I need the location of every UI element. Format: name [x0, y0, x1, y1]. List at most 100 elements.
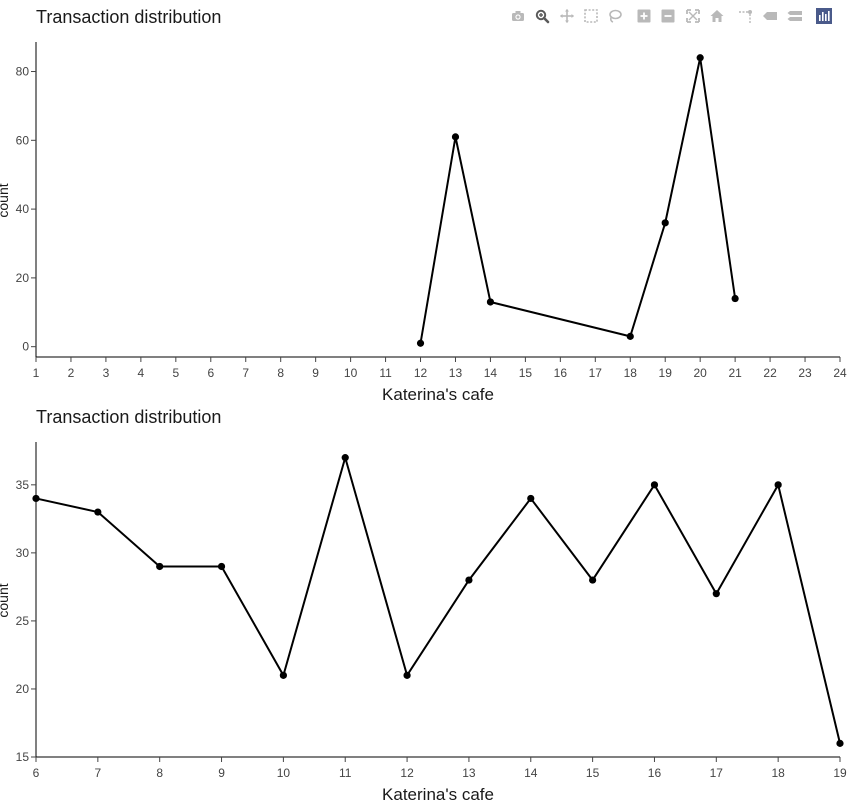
- x-tick-label: 12: [400, 766, 414, 780]
- reset-axes-button[interactable]: [707, 6, 727, 26]
- spike-lines-button[interactable]: [736, 6, 756, 26]
- modebar: [508, 6, 838, 26]
- y-axis-title: count: [0, 583, 11, 617]
- chart-2: Transaction distribution 15 20 25 30 35 6 7 8 9 10…: [0, 400, 861, 800]
- data-point[interactable]: [94, 508, 102, 516]
- data-point[interactable]: [32, 494, 40, 503]
- autoscale-button[interactable]: [683, 6, 703, 26]
- x-tick-label: 8: [156, 766, 163, 780]
- x-tick-label: 10: [277, 766, 291, 780]
- chart-title: Transaction distribution: [36, 407, 221, 427]
- data-point[interactable]: [465, 576, 473, 584]
- x-tick-label: 23: [798, 366, 812, 380]
- x-tick-label: 21: [728, 366, 742, 380]
- x-tick-label: 11: [339, 766, 352, 780]
- y-tick-label: 25: [16, 614, 30, 628]
- data-point[interactable]: [416, 339, 425, 347]
- x-tick-label: 10: [344, 366, 358, 380]
- data-point[interactable]: [650, 481, 659, 489]
- x-tick-label: 12: [414, 366, 428, 380]
- x-tick-label: 3: [103, 366, 110, 380]
- hover-compare-icon: [787, 8, 803, 24]
- hover-closest-icon: [762, 8, 778, 24]
- data-point[interactable]: [217, 562, 226, 571]
- y-tick-label: 40: [16, 202, 30, 216]
- x-axis-title: Katerina's cafe: [382, 785, 494, 800]
- x-tick-label: 20: [693, 366, 707, 380]
- x-tick-label: 15: [519, 366, 533, 380]
- camera-icon: [510, 8, 526, 24]
- y-tick-label: 20: [16, 271, 30, 285]
- data-point[interactable]: [661, 219, 669, 227]
- data-point[interactable]: [774, 481, 782, 489]
- data-point[interactable]: [341, 454, 349, 462]
- y-tick-label: 60: [16, 133, 30, 147]
- x-tick-label: 6: [207, 366, 214, 380]
- x-tick-label: 5: [172, 366, 179, 380]
- x-tick-label: 9: [312, 366, 319, 380]
- camera-button[interactable]: [508, 6, 528, 26]
- box-select-button[interactable]: [581, 6, 601, 26]
- data-point[interactable]: [279, 671, 287, 679]
- data-point[interactable]: [403, 671, 411, 679]
- x-tick-label: 13: [449, 366, 463, 380]
- x-tick-label: 14: [484, 366, 498, 380]
- x-tick-label: 7: [95, 766, 102, 780]
- series-line: [419, 56, 737, 344]
- x-tick-label: 19: [833, 766, 847, 780]
- data-point[interactable]: [626, 332, 634, 340]
- x-tick-label: 15: [586, 766, 600, 780]
- x-tick-label: 22: [763, 366, 777, 380]
- y-tick-label: 0: [22, 340, 29, 354]
- lasso-select-button[interactable]: [605, 6, 625, 26]
- plotly-logo-icon: [815, 8, 832, 24]
- x-tick-label: 17: [589, 366, 603, 380]
- data-point[interactable]: [156, 562, 164, 571]
- data-point[interactable]: [836, 739, 844, 747]
- x-tick-label: 24: [833, 366, 847, 380]
- x-tick-label: 6: [33, 766, 40, 780]
- x-tick-label: 18: [771, 766, 785, 780]
- series-line: [35, 456, 841, 744]
- plotly-logo-button[interactable]: [814, 6, 834, 26]
- x-tick-label: 1: [33, 366, 40, 380]
- data-point[interactable]: [451, 133, 460, 141]
- zoom-in-icon: [636, 8, 652, 24]
- x-axis-title: Katerina's cafe: [382, 385, 494, 400]
- chart-1: Transaction distribution 0 20 40 60 80 1 2 3 4 5 6 7…: [0, 0, 861, 400]
- data-point[interactable]: [712, 590, 720, 598]
- y-tick-label: 30: [16, 546, 30, 560]
- data-point[interactable]: [696, 54, 704, 62]
- x-tick-label: 11: [379, 366, 392, 380]
- x-tick-label: 9: [218, 766, 225, 780]
- zoom-icon: [534, 8, 550, 24]
- x-tick-label: 4: [138, 366, 145, 380]
- hover-compare-button[interactable]: [785, 6, 805, 26]
- box-select-icon: [583, 8, 599, 24]
- y-tick-label: 35: [16, 478, 30, 492]
- y-tick-label: 80: [16, 65, 30, 79]
- x-tick-label: 8: [277, 366, 284, 380]
- zoom-in-button[interactable]: [634, 6, 654, 26]
- data-point[interactable]: [731, 294, 739, 303]
- data-point[interactable]: [589, 576, 597, 584]
- data-point[interactable]: [527, 494, 535, 503]
- pan-icon: [559, 8, 575, 24]
- hover-closest-button[interactable]: [760, 6, 780, 26]
- zoom-button[interactable]: [532, 6, 552, 26]
- x-tick-label: 18: [624, 366, 638, 380]
- y-axis-title: count: [0, 183, 11, 217]
- y-tick-label: 15: [16, 750, 30, 764]
- y-tick-label: 20: [16, 682, 30, 696]
- data-point[interactable]: [486, 298, 495, 306]
- x-tick-label: 17: [710, 766, 724, 780]
- reset-axes-icon: [709, 8, 725, 24]
- x-tick-label: 2: [68, 366, 75, 380]
- x-tick-label: 7: [242, 366, 249, 380]
- pan-button[interactable]: [557, 6, 577, 26]
- x-tick-label: 19: [659, 366, 673, 380]
- autoscale-icon: [685, 8, 701, 24]
- zoom-out-button[interactable]: [658, 6, 678, 26]
- chart-svg: Transaction distribution 15 20 25 30 35 6 7 8 9 10…: [0, 407, 847, 800]
